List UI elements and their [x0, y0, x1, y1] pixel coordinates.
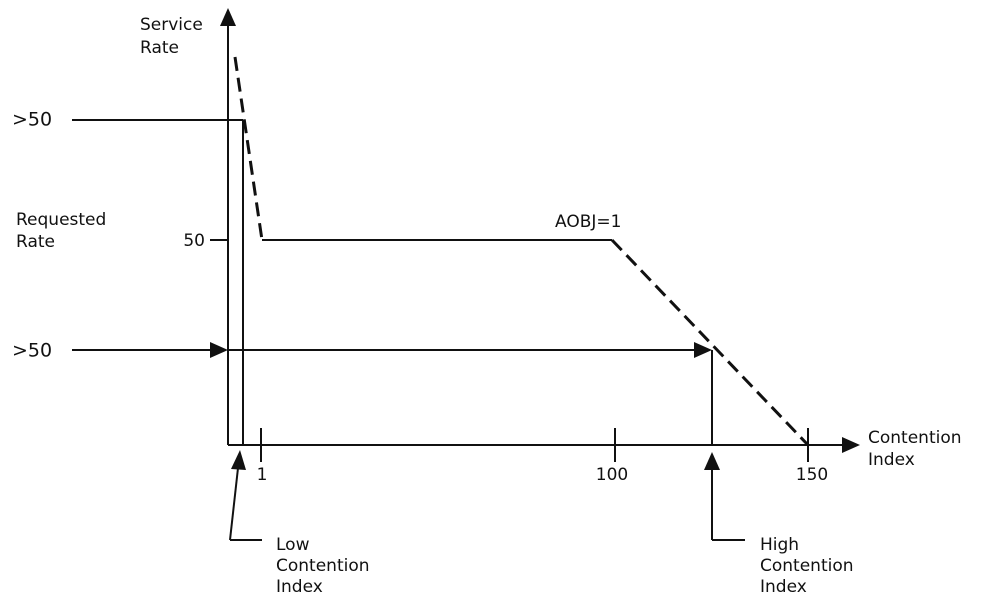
y-axis-label: Service: [140, 15, 203, 35]
high-callout-label: Contention: [760, 556, 854, 576]
curve-dashed: [610, 238, 810, 447]
curve-dashed: [233, 56, 264, 241]
low-callout-label: Contention: [276, 556, 370, 576]
x-axis-label: Contention: [868, 428, 962, 448]
requested-label: Requested: [16, 210, 106, 230]
x-tick-label: 100: [596, 465, 628, 485]
high-callout-label: High: [760, 535, 799, 555]
x-tick-label: 1: [257, 465, 268, 485]
high-callout-label: Index: [760, 577, 807, 596]
x-axis-arrow: [842, 437, 860, 453]
requested-label: Rate: [16, 232, 55, 252]
y-axis-arrow: [220, 8, 236, 26]
low-callout-line: [229, 467, 239, 541]
y-axis-label: Rate: [140, 38, 179, 58]
low-callout-label: Index: [276, 577, 323, 596]
high-callout-arrow: [704, 452, 720, 470]
upper-rate-label: >50: [12, 109, 52, 131]
y-tick-label: 50: [183, 231, 205, 251]
lower-rate-arrow: [210, 342, 228, 358]
lower-rate-arrow: [694, 342, 712, 358]
low-callout-label: Low: [276, 535, 310, 555]
low-callout-arrow: [231, 450, 246, 470]
curve-label: AOBJ=1: [555, 212, 621, 232]
x-tick-label: 150: [796, 465, 828, 485]
lower-rate-label: >50: [12, 340, 52, 362]
x-axis-label: Index: [868, 450, 915, 470]
